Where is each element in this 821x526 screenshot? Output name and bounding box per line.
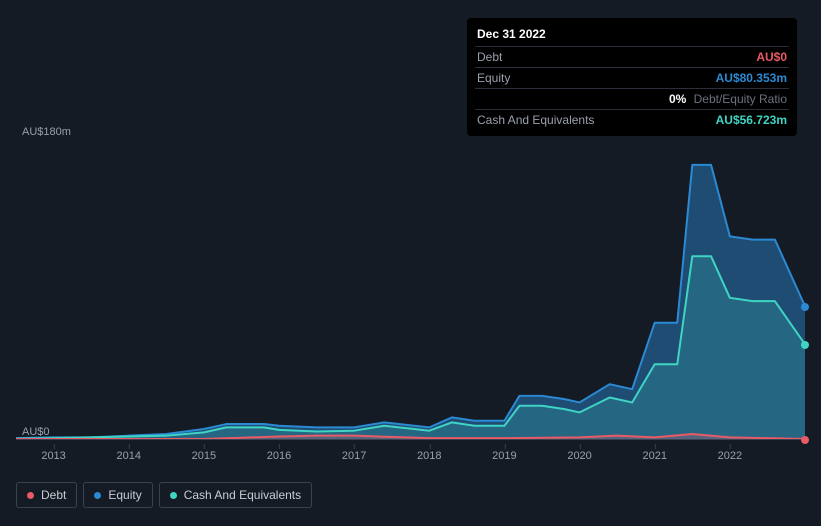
cash-end-dot bbox=[801, 341, 809, 349]
legend-label: Debt bbox=[41, 488, 66, 502]
tooltip-row: Cash And Equivalents AU$56.723m bbox=[475, 109, 789, 130]
chart-tooltip: Dec 31 2022 Debt AU$0 Equity AU$80.353m 0% De… bbox=[467, 18, 797, 136]
debt-end-dot bbox=[801, 436, 809, 444]
chart-plot-area[interactable] bbox=[16, 140, 805, 440]
legend-item-cash-and-equivalents[interactable]: Cash And Equivalents bbox=[159, 482, 312, 508]
tooltip-label: Equity bbox=[477, 71, 510, 85]
legend-swatch bbox=[94, 492, 101, 499]
x-axis: 2013 2014 2015 2016 2017 2018 2019 2020 2021 2022 bbox=[16, 446, 805, 466]
x-tick: 2014 bbox=[116, 450, 140, 462]
legend-item-equity[interactable]: Equity bbox=[83, 482, 152, 508]
legend-label: Cash And Equivalents bbox=[184, 488, 301, 502]
tooltip-date: Dec 31 2022 bbox=[475, 24, 789, 46]
tooltip-value: AU$56.723m bbox=[716, 113, 787, 127]
legend-swatch bbox=[27, 492, 34, 499]
x-tick: 2016 bbox=[267, 450, 291, 462]
chart-legend: Debt Equity Cash And Equivalents bbox=[16, 482, 312, 508]
tooltip-value: 0% Debt/Equity Ratio bbox=[669, 92, 787, 106]
x-tick: 2021 bbox=[642, 450, 666, 462]
tooltip-label: Cash And Equivalents bbox=[477, 113, 594, 127]
tooltip-label: Debt bbox=[477, 50, 502, 64]
equity-end-dot bbox=[801, 303, 809, 311]
x-tick: 2017 bbox=[342, 450, 366, 462]
area-chart-svg bbox=[16, 140, 805, 439]
x-tick: 2013 bbox=[41, 450, 65, 462]
tooltip-value: AU$0 bbox=[756, 50, 787, 64]
x-tick: 2018 bbox=[417, 450, 441, 462]
tooltip-row: Equity AU$80.353m bbox=[475, 67, 789, 88]
tooltip-row: 0% Debt/Equity Ratio bbox=[475, 88, 789, 109]
x-tick: 2022 bbox=[718, 450, 742, 462]
legend-label: Equity bbox=[108, 488, 141, 502]
x-tick: 2020 bbox=[567, 450, 591, 462]
x-tick: 2019 bbox=[492, 450, 516, 462]
tooltip-value: AU$80.353m bbox=[716, 71, 787, 85]
y-axis-max-label: AU$180m bbox=[22, 126, 71, 138]
tooltip-extra: Debt/Equity Ratio bbox=[690, 92, 787, 106]
x-tick: 2015 bbox=[192, 450, 216, 462]
tooltip-row: Debt AU$0 bbox=[475, 46, 789, 67]
legend-item-debt[interactable]: Debt bbox=[16, 482, 77, 508]
legend-swatch bbox=[170, 492, 177, 499]
